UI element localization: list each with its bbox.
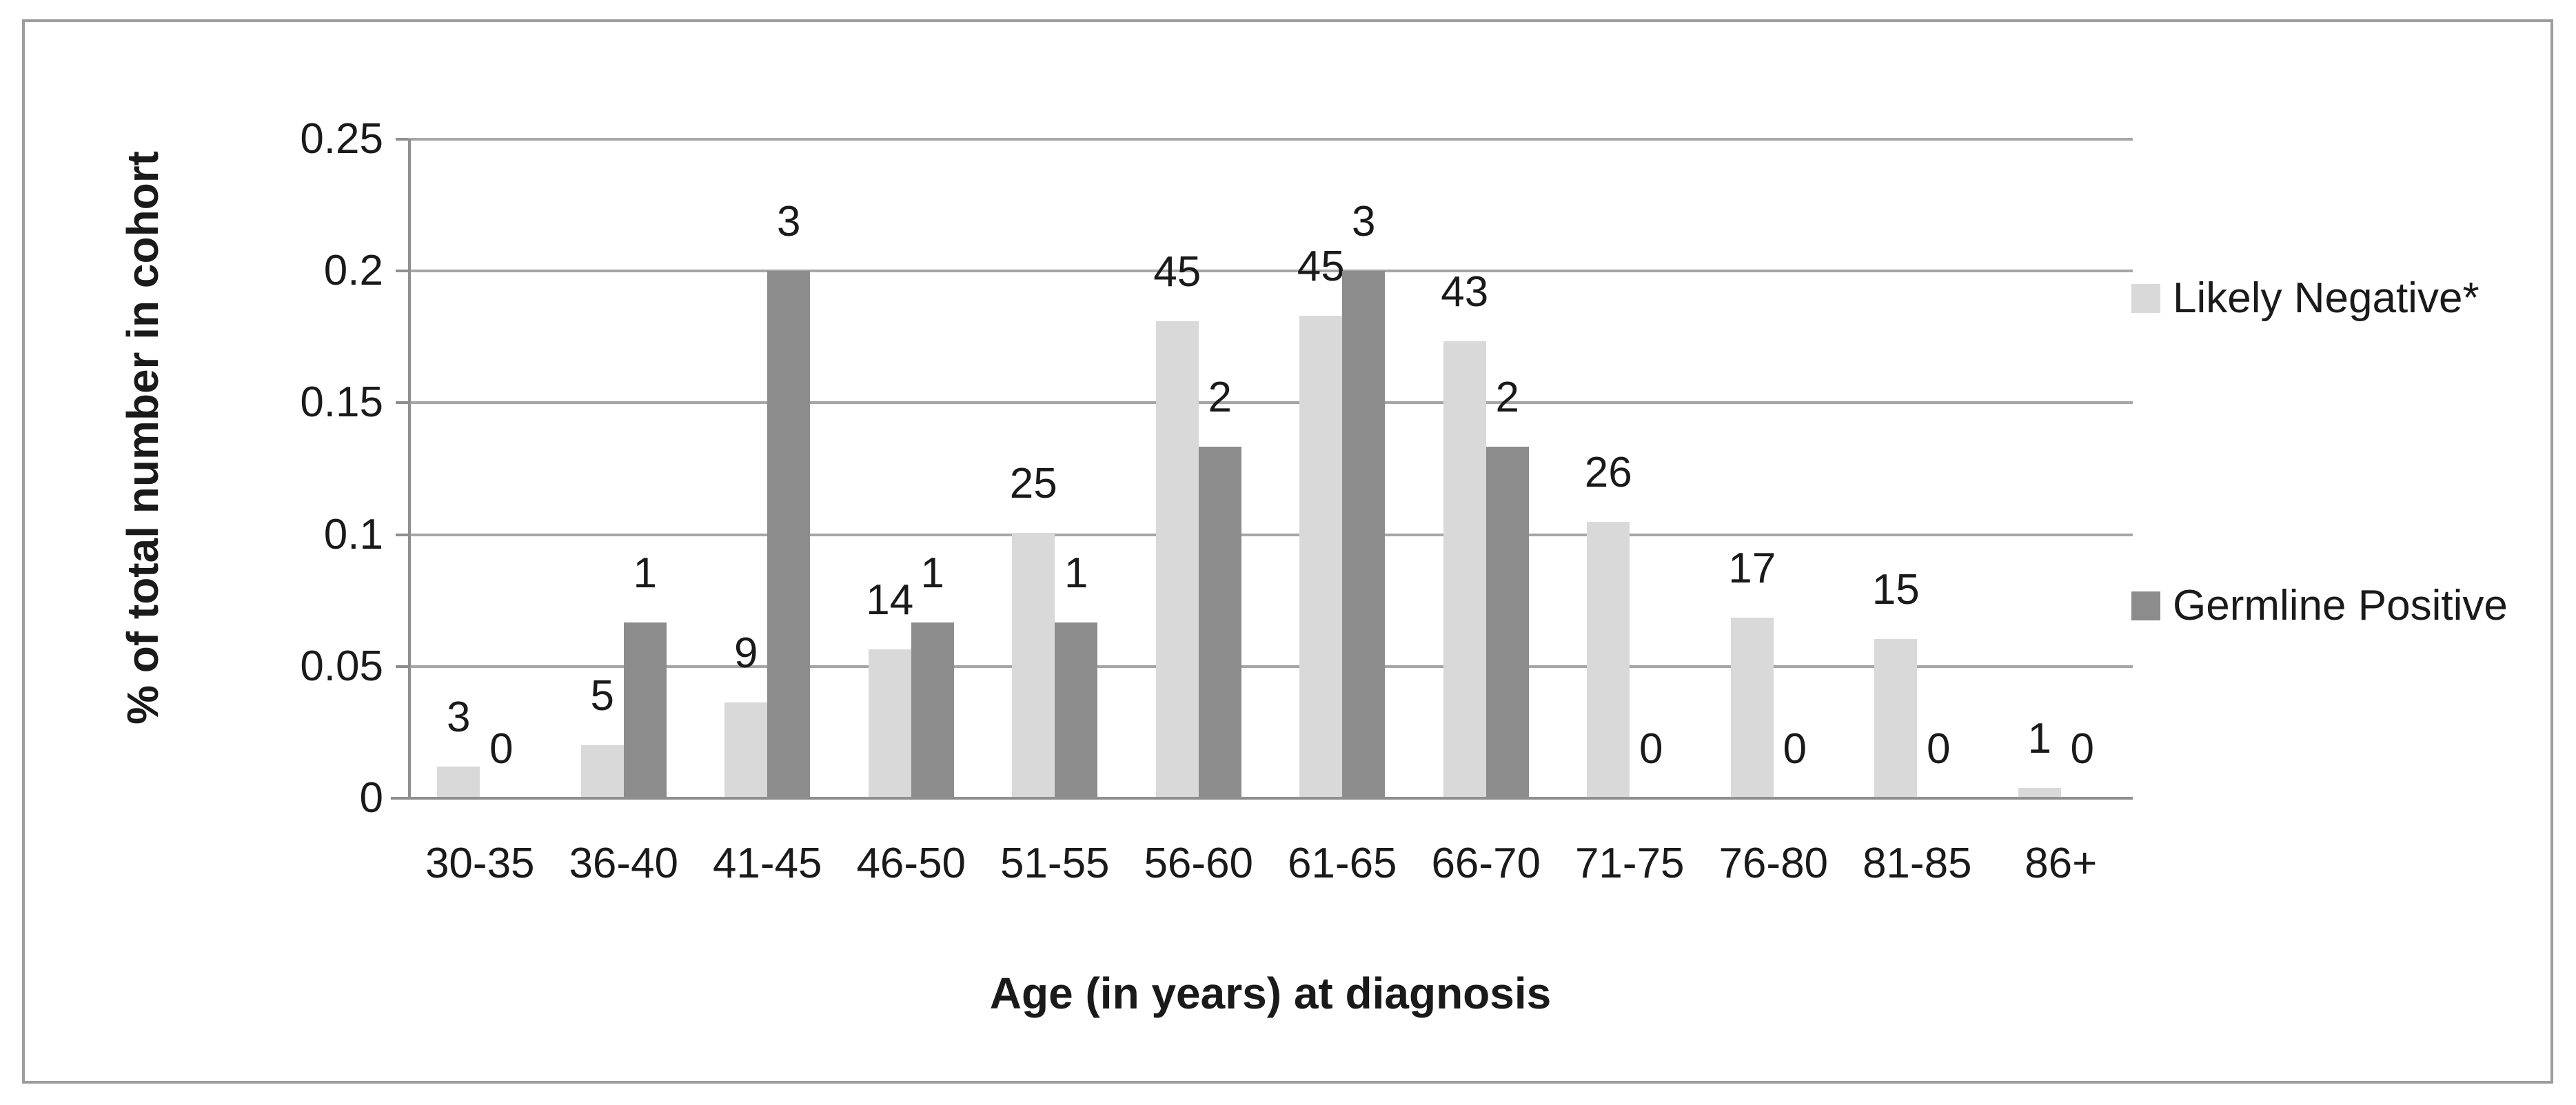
bar-value-label: 45 — [1153, 248, 1201, 296]
y-tick-mark — [396, 138, 408, 141]
bar-value-label: 1 — [633, 549, 657, 597]
bar-value-label: 15 — [1872, 566, 1920, 614]
bar-likely-negative — [437, 767, 480, 798]
bar-likely-negative — [1443, 341, 1486, 798]
bar-germline-positive — [911, 622, 954, 798]
chart-frame — [22, 19, 2553, 1084]
bar-germline-positive — [767, 271, 811, 798]
gridline — [408, 138, 2133, 141]
bar-likely-negative — [1299, 316, 1343, 798]
bar-germline-positive — [1342, 271, 1386, 798]
bar-value-label: 2 — [1208, 374, 1232, 421]
bar-likely-negative — [1730, 618, 1774, 798]
y-tick-label: 0.25 — [300, 115, 383, 163]
y-tick-mark — [396, 665, 408, 668]
bar-likely-negative — [2018, 788, 2061, 798]
bar-value-label: 0 — [1783, 725, 1807, 773]
bar-value-label: 0 — [2070, 725, 2094, 773]
bar-likely-negative — [868, 649, 911, 798]
x-tick-label: 36-40 — [569, 840, 679, 887]
legend-swatch-icon — [2131, 591, 2160, 620]
x-tick-label: 30-35 — [425, 840, 535, 887]
bar-germline-positive — [1055, 622, 1098, 798]
x-axis-title: Age (in years) at diagnosis — [989, 969, 1552, 1018]
y-tick-label: 0.05 — [300, 642, 383, 690]
y-tick-label: 0.2 — [323, 247, 383, 295]
bar-value-label: 2 — [1495, 374, 1519, 421]
x-tick-label: 51-55 — [1000, 840, 1110, 887]
bar-germline-positive — [623, 622, 667, 798]
x-tick-label: 71-75 — [1574, 840, 1685, 887]
y-tick-mark — [396, 533, 408, 536]
legend-label: Likely Negative* — [2173, 274, 2479, 322]
x-tick-label: 61-65 — [1287, 840, 1397, 887]
legend-item: Germline Positive — [2131, 585, 2508, 627]
bar-value-label: 0 — [1639, 725, 1663, 773]
y-tick-mark — [396, 401, 408, 405]
bar-likely-negative — [724, 702, 768, 798]
bar-likely-negative — [1012, 533, 1055, 798]
bar-value-label: 0 — [1927, 725, 1951, 773]
y-tick-mark — [396, 270, 408, 273]
gridline — [408, 665, 2133, 668]
x-tick-label: 81-85 — [1862, 840, 1972, 887]
x-tick-label: 56-60 — [1144, 840, 1254, 887]
x-axis-line — [391, 797, 2133, 800]
x-tick-label: 46-50 — [856, 840, 966, 887]
legend-label: Germline Positive — [2173, 582, 2508, 629]
x-tick-label: 41-45 — [712, 840, 822, 887]
bar-value-label: 17 — [1728, 545, 1776, 592]
gridline — [408, 401, 2133, 405]
bar-likely-negative — [1155, 321, 1199, 798]
y-tick-label: 0.15 — [300, 378, 383, 427]
bar-value-label: 1 — [1064, 549, 1088, 597]
x-tick-label: 86+ — [2025, 840, 2098, 887]
legend-swatch-icon — [2131, 284, 2160, 313]
bar-value-label: 43 — [1441, 268, 1489, 316]
bar-likely-negative — [580, 745, 624, 798]
bar-value-label: 3 — [777, 198, 801, 245]
y-axis-line — [408, 139, 411, 798]
y-tick-label: 0.1 — [323, 510, 383, 558]
bar-value-label: 1 — [2027, 715, 2051, 762]
bar-value-label: 1 — [920, 549, 944, 597]
bar-value-label: 9 — [734, 629, 758, 677]
bar-germline-positive — [1485, 447, 1529, 798]
bar-value-label: 3 — [1352, 198, 1376, 245]
bar-germline-positive — [1198, 447, 1241, 798]
y-tick-label: 0 — [359, 774, 383, 822]
bar-value-label: 0 — [489, 725, 514, 773]
bar-likely-negative — [1587, 522, 1630, 798]
bar-value-label: 45 — [1297, 243, 1345, 290]
x-tick-label: 66-70 — [1431, 840, 1541, 887]
bar-value-label: 14 — [866, 576, 914, 624]
x-tick-label: 76-80 — [1718, 840, 1829, 887]
bar-value-label: 26 — [1584, 449, 1632, 496]
bar-value-label: 25 — [1009, 460, 1057, 507]
bar-value-label: 3 — [447, 693, 471, 741]
legend-item: Likely Negative* — [2131, 277, 2479, 320]
bar-likely-negative — [1874, 639, 1918, 798]
gridline — [408, 533, 2133, 536]
bar-value-label: 5 — [590, 672, 614, 720]
gridline — [408, 270, 2133, 273]
